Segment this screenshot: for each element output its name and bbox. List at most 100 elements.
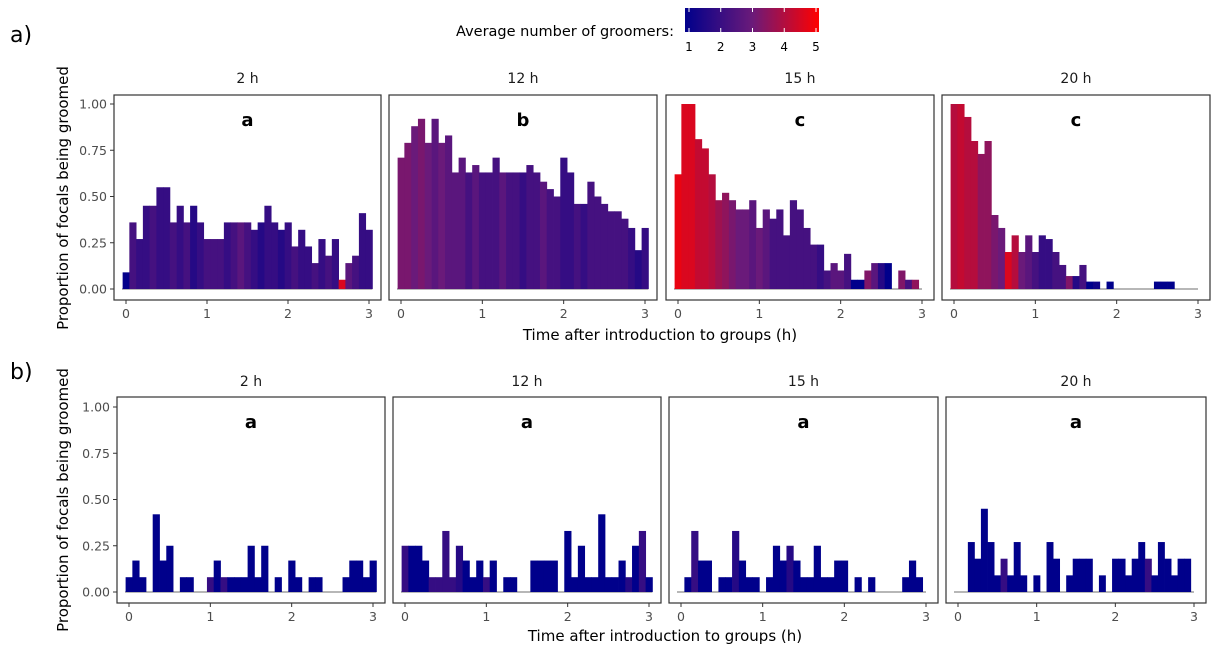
histogram-bar <box>1066 575 1074 592</box>
histogram-bar <box>451 172 460 289</box>
histogram-bar <box>1038 235 1046 289</box>
histogram-bar <box>864 270 872 289</box>
histogram-bar <box>977 153 985 289</box>
histogram-bar <box>560 157 568 289</box>
histogram-bar <box>546 189 554 289</box>
histogram-bar <box>745 577 753 592</box>
x-axis-title-top: Time after introduction to groups (h) <box>522 326 797 344</box>
legend-tick-label: 1 <box>685 40 693 54</box>
histogram-bar <box>632 545 640 592</box>
histogram-bar <box>247 545 255 592</box>
histogram-bar <box>769 218 777 289</box>
histogram-bar <box>806 577 815 592</box>
histogram-bar <box>152 514 160 592</box>
histogram-bar <box>455 545 464 592</box>
significance-letter: a <box>241 110 253 131</box>
histogram-bar <box>1138 542 1146 592</box>
x-tick-label: 0 <box>950 306 958 321</box>
histogram-bar <box>618 560 626 592</box>
histogram-bar <box>638 530 647 592</box>
histogram-bar <box>506 172 514 289</box>
histogram-bar <box>1167 281 1175 289</box>
histogram-bar <box>190 205 198 289</box>
histogram-bar <box>908 560 917 592</box>
histogram-bar <box>223 222 232 289</box>
section-label-b: b) <box>10 360 33 385</box>
x-tick-label: 0 <box>122 306 130 321</box>
histogram-bar <box>1125 575 1133 592</box>
facet-strip-label: 20 h <box>1060 71 1091 87</box>
histogram-bar <box>816 244 825 289</box>
histogram-bar <box>362 577 371 592</box>
histogram-bar <box>830 263 838 289</box>
histogram-bar <box>485 172 493 289</box>
x-tick-label: 2 <box>837 306 845 321</box>
histogram-bar <box>964 116 972 289</box>
legend-tick-label: 2 <box>717 40 725 54</box>
histogram-bar <box>284 222 292 289</box>
histogram-bar <box>206 577 215 592</box>
y-tick-label: 0.00 <box>82 585 110 600</box>
y-tick-label: 0.75 <box>82 446 110 461</box>
x-tick-label: 1 <box>759 609 767 624</box>
histogram-bar <box>749 200 757 289</box>
histogram-bar <box>465 172 473 289</box>
histogram-bar <box>408 545 416 592</box>
histogram-bar <box>837 270 845 289</box>
histogram-bar <box>803 227 811 289</box>
histogram-bar <box>411 126 419 289</box>
histogram-bar <box>600 203 609 289</box>
significance-letter: a <box>245 412 257 433</box>
histogram-bar <box>1072 276 1080 289</box>
histogram-bar <box>1164 558 1172 592</box>
histogram-bar <box>401 545 409 592</box>
facet-panel: 2 h a 0 1 2 3 0.00 0.25 0.50 0.75 1.00 <box>79 71 382 321</box>
histogram-bar <box>482 577 491 592</box>
histogram-bar <box>244 222 252 289</box>
histogram-bar <box>611 577 619 592</box>
histogram-bar <box>691 530 699 592</box>
histogram-bar <box>970 141 979 289</box>
histogram-bar <box>472 165 480 289</box>
histogram-bar <box>698 560 706 592</box>
histogram-bar <box>1092 281 1101 289</box>
x-tick-label: 1 <box>1031 306 1039 321</box>
histogram-bar <box>1157 542 1165 592</box>
y-tick-label: 1.00 <box>82 400 110 415</box>
histogram-bar <box>884 263 892 289</box>
histogram-bar <box>725 577 733 592</box>
histogram-bar <box>823 270 831 289</box>
histogram-bar <box>1085 558 1093 592</box>
significance-letter: a <box>1070 412 1082 433</box>
histogram-bar <box>915 577 924 592</box>
facet-strip-label: 20 h <box>1060 374 1091 390</box>
histogram-bar <box>571 577 579 592</box>
histogram-bar <box>421 560 430 592</box>
histogram-bar <box>234 577 242 592</box>
facet-panel: 12 h b 0 1 2 3 <box>388 71 658 321</box>
histogram-bar <box>424 142 432 289</box>
x-tick-label: 2 <box>840 609 848 624</box>
significance-letter: c <box>1071 110 1082 131</box>
facet-strip-label: 12 h <box>507 71 538 87</box>
histogram-bar <box>159 560 167 592</box>
histogram-bar <box>1151 575 1159 592</box>
histogram-bar <box>431 118 439 289</box>
section-label-a: a) <box>10 23 32 48</box>
histogram-bar <box>331 239 339 289</box>
histogram-bar <box>435 577 443 592</box>
histogram-bar <box>840 560 849 592</box>
histogram-bar <box>227 577 235 592</box>
histogram-bar <box>179 577 188 592</box>
facet-panel: 15 h a 0 1 2 3 <box>668 374 939 624</box>
histogram-bar <box>132 560 140 592</box>
histogram-bar <box>122 272 130 289</box>
histogram-bar <box>220 577 228 592</box>
histogram-bar <box>573 203 582 289</box>
histogram-bar <box>625 577 633 592</box>
histogram-bar <box>338 279 346 289</box>
histogram-bar <box>149 205 157 289</box>
legend-tick-label: 4 <box>780 40 788 54</box>
histogram-bar <box>478 172 487 289</box>
